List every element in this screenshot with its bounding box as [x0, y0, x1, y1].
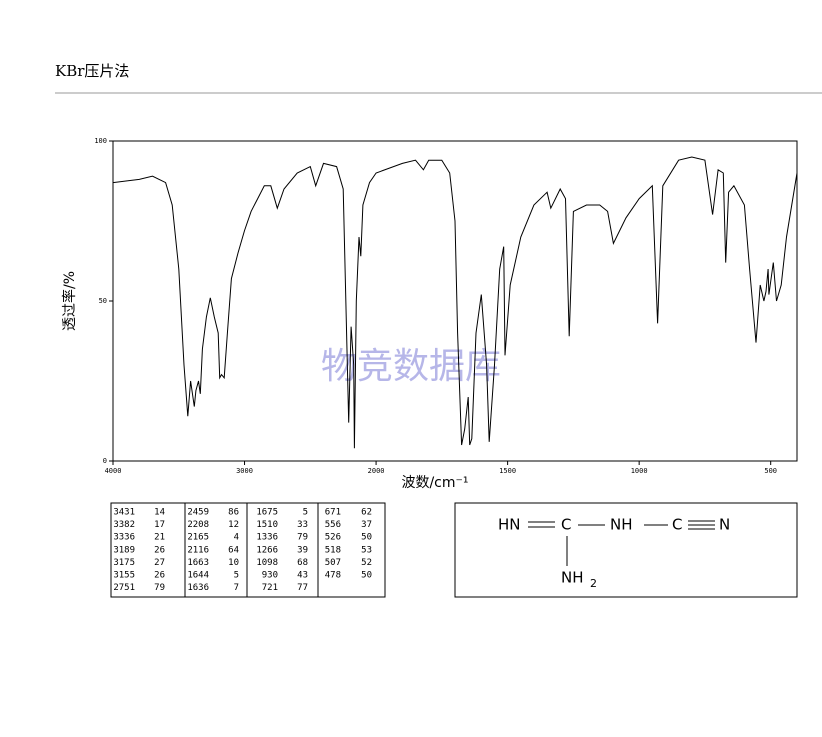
table-cell: 721 — [262, 583, 278, 593]
atom-subscript: 2 — [590, 577, 597, 590]
table-cell: 37 — [361, 520, 372, 530]
x-tick-label: 2000 — [368, 467, 385, 475]
table-cell: 4 — [234, 533, 239, 543]
table-cell: 52 — [361, 558, 372, 568]
table-cell: 1644 — [187, 571, 209, 581]
table-cell: 3189 — [113, 545, 135, 555]
x-tick-label: 1000 — [631, 467, 648, 475]
atom: NH — [610, 516, 633, 534]
watermark: 物竞数据库 — [321, 346, 501, 387]
x-axis-label: 波数/cm⁻¹ — [401, 475, 468, 491]
table-cell: 3155 — [113, 571, 135, 581]
atom: C — [561, 516, 571, 534]
peak-table-frame — [110, 502, 386, 598]
table-cell: 478 — [325, 571, 341, 581]
table-cell: 50 — [361, 571, 372, 581]
table-cell: 2751 — [113, 583, 135, 593]
table-cell: 64 — [228, 545, 239, 555]
table-cell: 1336 — [256, 533, 278, 543]
table-cell: 10 — [228, 558, 239, 568]
y-tick-label: 50 — [99, 297, 107, 305]
table-cell: 7 — [234, 583, 239, 593]
table-cell: 2208 — [187, 520, 209, 530]
table-cell: 5 — [303, 508, 308, 518]
atom: C — [672, 516, 682, 534]
table-cell: 671 — [325, 508, 341, 518]
table-cell: 1266 — [256, 545, 278, 555]
table-cell: 1663 — [187, 558, 209, 568]
table-cell: 79 — [297, 533, 308, 543]
x-tick-label: 4000 — [105, 467, 122, 475]
table-cell: 14 — [154, 508, 165, 518]
table-cell: 930 — [262, 571, 278, 581]
table-cell: 79 — [154, 583, 165, 593]
table-cell: 39 — [297, 545, 308, 555]
y-tick-label: 0 — [103, 457, 107, 465]
atom: HN — [498, 516, 521, 534]
table-cell: 12 — [228, 520, 239, 530]
plot-frame — [112, 140, 798, 462]
table-cell: 33 — [297, 520, 308, 530]
table-cell: 3431 — [113, 508, 135, 518]
bonds — [528, 520, 715, 566]
table-cell: 1636 — [187, 583, 209, 593]
table-cell: 1098 — [256, 558, 278, 568]
table-cell: 1675 — [256, 508, 278, 518]
table-cell: 5 — [234, 571, 239, 581]
header-title: KBr压片法 — [55, 62, 129, 80]
table-cell: 507 — [325, 558, 341, 568]
y-axis-label: 透过率/% — [61, 271, 78, 331]
table-cell: 26 — [154, 545, 165, 555]
table-cell: 21 — [154, 533, 165, 543]
atom: NH — [561, 569, 584, 587]
table-cell: 43 — [297, 571, 308, 581]
atom: N — [719, 516, 730, 534]
table-cell: 77 — [297, 583, 308, 593]
table-cell: 3175 — [113, 558, 135, 568]
table-cell: 53 — [361, 545, 372, 555]
table-cell: 86 — [228, 508, 239, 518]
table-cell: 2459 — [187, 508, 209, 518]
table-cell: 2116 — [187, 545, 209, 555]
table-cell: 1510 — [256, 520, 278, 530]
table-cell: 62 — [361, 508, 372, 518]
spectrum-line — [112, 156, 798, 449]
table-cell: 556 — [325, 520, 341, 530]
table-cell: 3382 — [113, 520, 135, 530]
table-cell: 50 — [361, 533, 372, 543]
table-cell: 2165 — [187, 533, 209, 543]
x-tick-label: 3000 — [236, 467, 253, 475]
x-tick-label: 1500 — [499, 467, 516, 475]
table-cell: 17 — [154, 520, 165, 530]
table-cell: 3336 — [113, 533, 135, 543]
x-tick-label: 500 — [764, 467, 777, 475]
table-cell: 518 — [325, 545, 341, 555]
table-cell: 26 — [154, 571, 165, 581]
structure-frame — [454, 502, 798, 598]
y-tick-label: 100 — [94, 137, 107, 145]
table-cell: 526 — [325, 533, 341, 543]
table-cell: 27 — [154, 558, 165, 568]
table-cell: 68 — [297, 558, 308, 568]
